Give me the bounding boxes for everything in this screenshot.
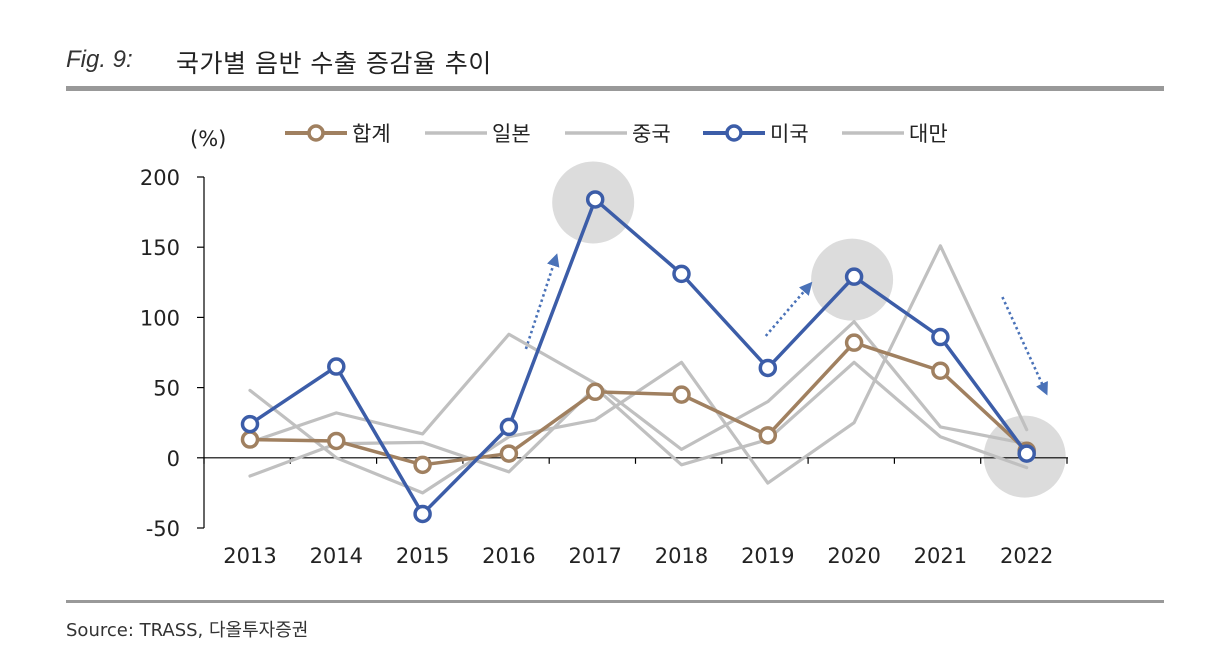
- figure-label: Fig. 9:: [66, 46, 133, 73]
- y-tick-label: 100: [140, 306, 180, 330]
- series-line-미국: [248, 197, 1029, 516]
- y-tick-label: 50: [153, 377, 180, 401]
- legend: 합계 일본 중국 미국 대만: [285, 122, 948, 146]
- legend-marker-합계: [307, 124, 325, 142]
- x-tick-label: 2021: [914, 544, 967, 568]
- data-point-미국-2015: [413, 504, 432, 524]
- legend-marker-미국: [725, 124, 743, 142]
- trend-arrow: [1001, 296, 1048, 396]
- data-point-합계-2017: [585, 382, 605, 402]
- y-axis-label: (%): [190, 127, 226, 151]
- series-line-합계: [248, 340, 1029, 467]
- source-note: Source: TRASS, 다올투자증권: [66, 620, 309, 641]
- x-tick-label: 2015: [396, 544, 449, 568]
- x-tick-label: 2014: [310, 544, 363, 568]
- highlight-circles: [552, 161, 1066, 498]
- legend-label-대만: 대만: [909, 122, 948, 146]
- line-chart: -50 0 50 100 150 200 (%) 2013 2014 2015 2016 2017 20…: [140, 122, 1068, 568]
- trend-arrow: [524, 253, 560, 350]
- figure-header: Fig. 9: 국가별 음반 수출 증감율 추이: [66, 40, 1166, 84]
- x-tick-label: 2018: [655, 544, 708, 568]
- y-tick-label: 200: [140, 166, 180, 190]
- y-tick-label: -50: [146, 517, 180, 541]
- data-point-합계-2016: [499, 444, 519, 463]
- data-point-합계-2014: [327, 431, 346, 451]
- data-point-합계-2021: [931, 361, 950, 381]
- figure-title: 국가별 음반 수출 증감율 추이: [176, 49, 492, 78]
- data-point-미국-2022: [1017, 444, 1036, 463]
- data-point-미국-2014: [327, 357, 346, 376]
- data-point-미국-2013: [240, 414, 260, 434]
- header-divider: [66, 86, 1164, 91]
- data-point-합계-2020: [844, 333, 864, 352]
- data-point-미국-2019: [758, 358, 778, 378]
- legend-label-미국: 미국: [770, 122, 809, 146]
- legend-label-중국: 중국: [632, 122, 671, 146]
- data-point-미국-2021: [931, 327, 950, 347]
- x-tick-label: 2017: [568, 544, 621, 568]
- legend-label-일본: 일본: [492, 122, 531, 146]
- data-point-합계-2013: [240, 430, 260, 449]
- legend-label-합계: 합계: [352, 122, 391, 146]
- x-tick-label: 2020: [827, 544, 880, 568]
- trend-arrow: [764, 281, 813, 337]
- data-point-미국-2018: [672, 264, 691, 284]
- data-point-합계-2015: [413, 455, 432, 475]
- x-tick-label: 2016: [482, 544, 535, 568]
- data-point-합계-2019: [758, 426, 778, 445]
- footer-divider: [66, 600, 1164, 603]
- data-point-미국-2020: [844, 267, 864, 286]
- series-lines: [240, 190, 1036, 524]
- series-line-일본: [248, 320, 1029, 451]
- data-point-미국-2017: [585, 190, 605, 209]
- x-tick-label: 2019: [741, 544, 794, 568]
- axes: -50 0 50 100 150 200 (%) 2013 2014 2015 2016 2017 20…: [140, 127, 1068, 568]
- y-tick-label: 150: [140, 236, 180, 260]
- x-tick-label: 2013: [223, 544, 276, 568]
- trend-arrows: [524, 253, 1048, 396]
- y-tick-label: 0: [167, 447, 180, 471]
- data-point-미국-2016: [499, 417, 519, 437]
- series-line-중국: [248, 244, 1029, 495]
- data-point-합계-2018: [672, 385, 691, 404]
- x-tick-label: 2022: [1000, 544, 1053, 568]
